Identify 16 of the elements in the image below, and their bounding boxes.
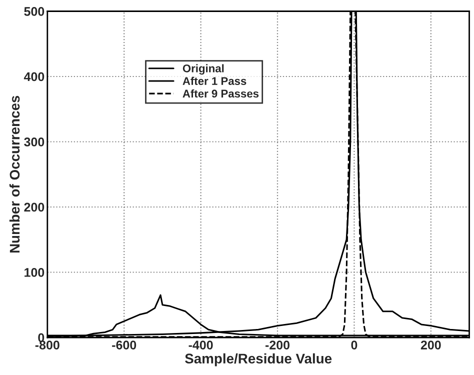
x-axis-title: Sample/Residue Value <box>185 353 332 366</box>
x-tick-label: -200 <box>265 340 290 350</box>
legend-label: After 9 Passes <box>182 89 259 98</box>
x-tick-label: -800 <box>35 340 60 350</box>
y-tick-label: 100 <box>24 268 44 277</box>
x-tick-label: -600 <box>112 340 136 350</box>
y-tick-label: 200 <box>24 202 44 212</box>
x-tick-label: 200 <box>420 340 441 350</box>
y-tick-label: 500 <box>24 7 44 16</box>
x-tick-label: -400 <box>188 340 213 350</box>
y-tick-label: 400 <box>24 72 44 82</box>
legend-label: Original <box>182 64 224 75</box>
y-axis-title: Number of Occurrences <box>9 96 20 253</box>
y-tick-label: 300 <box>24 138 44 146</box>
legend-label: After 1 Pass <box>182 76 246 85</box>
x-tick-label: 0 <box>351 340 358 350</box>
